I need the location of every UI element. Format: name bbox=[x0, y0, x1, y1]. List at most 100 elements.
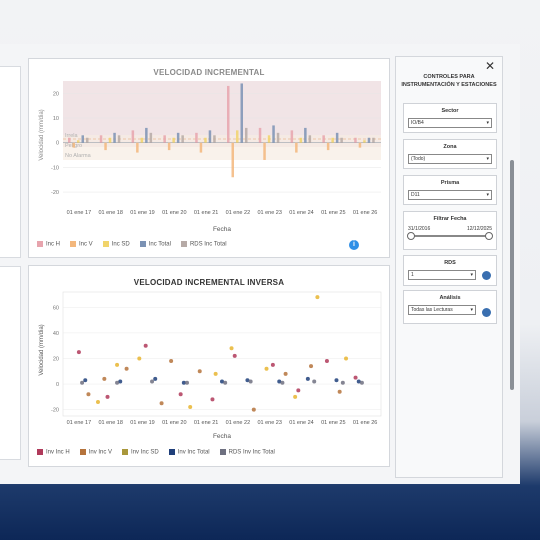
bar-rds-inc-total[interactable] bbox=[181, 135, 184, 143]
point-inv-inc-h[interactable] bbox=[296, 388, 301, 393]
legend-item-inc-v[interactable]: Inc V bbox=[70, 241, 93, 248]
analisis-select[interactable]: Todas las Lecturas bbox=[408, 305, 476, 315]
point-rds-inv-inc-total[interactable] bbox=[280, 380, 285, 385]
point-rds-inv-inc-total[interactable] bbox=[312, 379, 317, 384]
legend-item-inv-inc-total[interactable]: Inv Inc Total bbox=[168, 449, 210, 456]
analisis-apply-button[interactable] bbox=[482, 308, 491, 317]
point-inv-inc-h[interactable] bbox=[210, 397, 215, 402]
bar-inc-v[interactable] bbox=[199, 142, 203, 153]
point-inv-inc-h[interactable] bbox=[143, 343, 148, 348]
point-inv-inc-total[interactable] bbox=[305, 376, 310, 381]
point-inv-inc-total[interactable] bbox=[220, 379, 224, 384]
point-inv-inc-h[interactable] bbox=[353, 375, 358, 380]
point-inv-inc-v[interactable] bbox=[251, 407, 256, 412]
point-inv-inc-total[interactable] bbox=[277, 379, 282, 384]
date-slider[interactable] bbox=[407, 232, 493, 240]
bar-rds-inc-total[interactable] bbox=[245, 127, 248, 143]
bar-inc-total[interactable] bbox=[176, 132, 180, 143]
point-inv-inc-h[interactable] bbox=[270, 362, 275, 367]
point-inv-inc-sd[interactable] bbox=[264, 366, 269, 371]
point-rds-inv-inc-total[interactable] bbox=[185, 380, 190, 385]
point-inv-inc-v[interactable] bbox=[159, 401, 164, 406]
bar-rds-inc-total[interactable] bbox=[340, 137, 343, 143]
point-inv-inc-h[interactable] bbox=[178, 392, 183, 397]
bar-inc-total[interactable] bbox=[81, 135, 85, 143]
legend-item-rds-inv-inc-total[interactable]: RDS Inv Inc Total bbox=[219, 449, 275, 456]
rds-input[interactable]: 1 bbox=[408, 270, 476, 280]
point-inv-inc-h[interactable] bbox=[105, 394, 110, 399]
point-rds-inv-inc-total[interactable] bbox=[223, 380, 228, 385]
bar-rds-inc-total[interactable] bbox=[372, 137, 375, 143]
legend-item-inv-inc-h[interactable]: Inv Inc H bbox=[37, 449, 70, 456]
point-inv-inc-h[interactable] bbox=[324, 359, 329, 364]
point-inv-inc-total[interactable] bbox=[118, 379, 123, 384]
point-rds-inv-inc-total[interactable] bbox=[115, 380, 120, 385]
legend-item-inc-h[interactable]: Inc H bbox=[37, 241, 60, 248]
point-inv-inc-sd[interactable] bbox=[115, 362, 120, 367]
point-inv-inc-h[interactable] bbox=[232, 353, 237, 358]
bar-inc-h[interactable] bbox=[322, 135, 325, 143]
close-icon[interactable]: ✕ bbox=[484, 59, 495, 73]
point-inv-inc-total[interactable] bbox=[245, 378, 250, 383]
bar-inc-v[interactable] bbox=[263, 142, 266, 160]
bar-inc-sd[interactable] bbox=[363, 140, 366, 143]
point-inv-inc-v[interactable] bbox=[337, 389, 342, 394]
rds-apply-button[interactable] bbox=[482, 271, 491, 280]
bar-inc-total[interactable] bbox=[335, 132, 339, 143]
bar-inc-total[interactable] bbox=[240, 83, 244, 143]
bar-inc-v[interactable] bbox=[231, 142, 235, 178]
bar-inc-sd[interactable] bbox=[299, 137, 303, 143]
bar-inc-h[interactable] bbox=[99, 135, 103, 143]
bar-inc-sd[interactable] bbox=[108, 137, 112, 143]
bar-inc-v[interactable] bbox=[136, 142, 139, 153]
bar-inc-h[interactable] bbox=[195, 132, 198, 143]
bar-inc-sd[interactable] bbox=[77, 140, 80, 143]
bar-inc-h[interactable] bbox=[68, 137, 71, 143]
point-inv-inc-total[interactable] bbox=[356, 379, 361, 384]
point-rds-inv-inc-total[interactable] bbox=[248, 379, 253, 384]
bar-rds-inc-total[interactable] bbox=[213, 135, 216, 143]
bar-inc-h[interactable] bbox=[258, 127, 262, 143]
bar-inc-v[interactable] bbox=[104, 142, 107, 151]
point-inv-inc-sd[interactable] bbox=[95, 399, 100, 404]
point-inv-inc-sd[interactable] bbox=[137, 356, 142, 361]
point-inv-inc-v[interactable] bbox=[124, 366, 129, 371]
point-inv-inc-h[interactable] bbox=[76, 350, 81, 355]
bar-inc-v[interactable] bbox=[167, 142, 171, 151]
sector-select[interactable]: IO/B4 bbox=[408, 118, 492, 128]
legend-item-rds-inc-total[interactable]: RDS Inc Total bbox=[180, 241, 227, 248]
bar-inc-v[interactable] bbox=[326, 142, 330, 151]
point-inv-inc-v[interactable] bbox=[197, 369, 202, 374]
legend-item-inc-sd[interactable]: Inc SD bbox=[102, 241, 130, 248]
legend-item-inv-inc-sd[interactable]: Inv Inc SD bbox=[122, 449, 159, 456]
point-inv-inc-total[interactable] bbox=[181, 380, 186, 385]
point-rds-inv-inc-total[interactable] bbox=[359, 380, 364, 385]
bar-inc-sd[interactable] bbox=[140, 137, 144, 143]
bar-inc-h[interactable] bbox=[131, 130, 135, 143]
bar-inc-total[interactable] bbox=[208, 130, 212, 143]
bar-inc-h[interactable] bbox=[163, 135, 166, 143]
bar-rds-inc-total[interactable] bbox=[149, 132, 153, 143]
point-inv-inc-sd[interactable] bbox=[188, 405, 193, 410]
bar-inc-v[interactable] bbox=[72, 142, 76, 148]
bar-inc-sd[interactable] bbox=[236, 130, 239, 143]
bar-inc-h[interactable] bbox=[290, 130, 294, 143]
scrollbar[interactable] bbox=[510, 160, 514, 390]
bar-inc-total[interactable] bbox=[304, 127, 307, 143]
bar-inc-h[interactable] bbox=[354, 137, 357, 143]
point-inv-inc-sd[interactable] bbox=[213, 371, 218, 376]
point-inv-inc-sd[interactable] bbox=[315, 295, 320, 300]
zona-select[interactable]: (Todo) bbox=[408, 154, 492, 164]
point-inv-inc-total[interactable] bbox=[334, 378, 339, 383]
bar-inc-total[interactable] bbox=[113, 132, 116, 143]
bar-inc-sd[interactable] bbox=[267, 135, 271, 143]
bar-inc-sd[interactable] bbox=[331, 137, 334, 143]
point-inv-inc-v[interactable] bbox=[309, 364, 314, 369]
info-icon[interactable]: i bbox=[349, 240, 359, 250]
bar-inc-sd[interactable] bbox=[204, 137, 207, 143]
bar-inc-v[interactable] bbox=[295, 142, 298, 153]
point-inv-inc-v[interactable] bbox=[283, 371, 288, 376]
bar-rds-inc-total[interactable] bbox=[276, 132, 280, 143]
bar-inc-h[interactable] bbox=[227, 85, 230, 143]
point-inv-inc-v[interactable] bbox=[102, 376, 107, 381]
